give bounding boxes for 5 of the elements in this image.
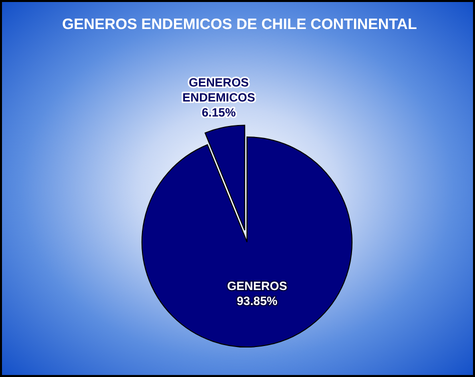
data-label: 6.15% <box>202 106 236 120</box>
slice-label: GENEROS <box>227 279 288 294</box>
slice-label: GENEROS ENDEMICOS <box>182 76 256 105</box>
data-label: 93.85% <box>236 294 278 308</box>
chart-title: GENEROS ENDEMICOS DE CHILE CONTINENTAL <box>61 16 418 33</box>
